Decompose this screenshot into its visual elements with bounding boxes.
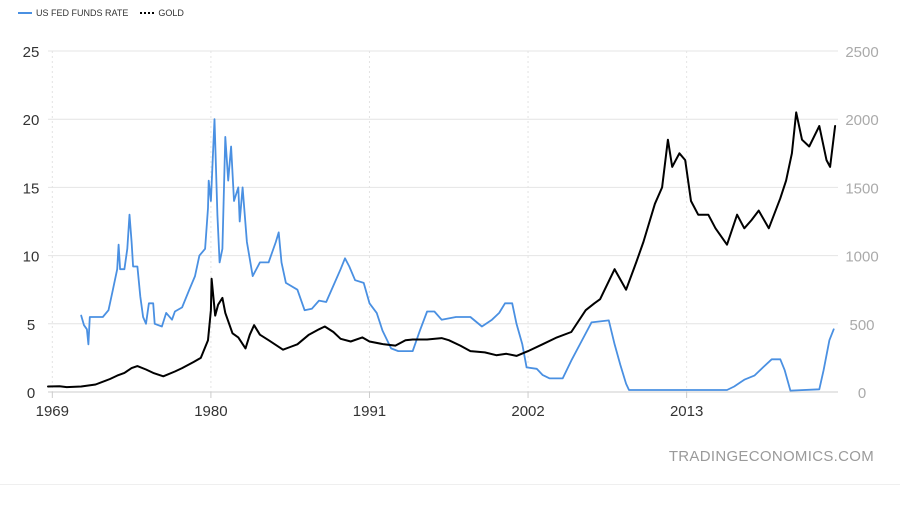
x-tick-label: 2002 xyxy=(511,403,544,420)
y-right-tick-label: 1000 xyxy=(845,249,878,266)
y-right-tick-label: 0 xyxy=(858,385,866,402)
y-right-tick-label: 500 xyxy=(849,317,874,334)
legend-label-fed-funds: US FED FUNDS RATE xyxy=(36,8,129,18)
legend: US FED FUNDS RATE GOLD xyxy=(18,8,184,18)
x-tick-label: 1991 xyxy=(353,403,386,420)
x-tick-label: 1969 xyxy=(36,403,69,420)
x-tick-label: 1980 xyxy=(194,403,227,420)
watermark: TRADINGECONOMICS.COM xyxy=(668,448,874,465)
legend-item-fed-funds[interactable]: US FED FUNDS RATE xyxy=(18,8,128,18)
x-axis: 1969 1980 1991 2002 2013 xyxy=(36,391,838,420)
y-left-tick-label: 5 xyxy=(27,317,35,334)
x-tick-label: 2013 xyxy=(670,403,703,420)
legend-label-gold: GOLD xyxy=(158,8,184,18)
grid xyxy=(48,50,838,392)
y-axis-right: 0 500 1000 1500 2000 2500 xyxy=(845,44,878,402)
y-right-tick-label: 2000 xyxy=(845,112,878,129)
y-left-tick-label: 15 xyxy=(23,180,40,197)
y-axis-left: 0 5 10 15 20 25 xyxy=(23,44,40,402)
legend-swatch-gold xyxy=(140,12,155,14)
y-right-tick-label: 1500 xyxy=(845,180,878,197)
y-left-tick-label: 20 xyxy=(23,112,40,129)
series-line-us-fed-funds-rate xyxy=(80,118,835,392)
series-group xyxy=(47,111,837,392)
bottom-divider xyxy=(0,484,900,485)
y-left-tick-label: 25 xyxy=(23,44,40,61)
legend-item-gold[interactable]: GOLD xyxy=(140,8,184,18)
legend-swatch-fed-funds xyxy=(18,12,32,14)
series-line-gold xyxy=(47,111,837,389)
y-left-tick-label: 10 xyxy=(23,249,40,266)
y-left-tick-label: 0 xyxy=(27,385,35,402)
y-right-tick-label: 2500 xyxy=(845,44,878,61)
